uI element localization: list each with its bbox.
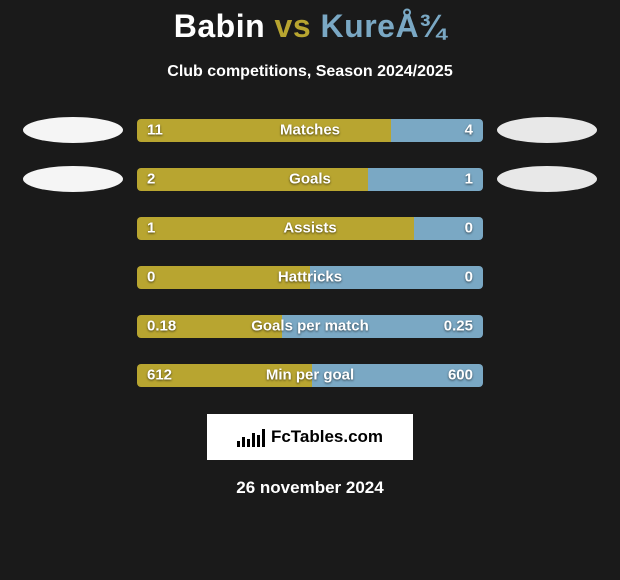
stat-row: 2 1 Goals xyxy=(0,166,620,192)
player1-name: Babin xyxy=(174,8,265,44)
player2-avatar-ellipse xyxy=(497,117,597,143)
stats-container: 11 4 Matches 2 1 Goals 1 0 Assists 0 0 Hattricks 0.1… xyxy=(0,117,620,388)
logo-bars-icon xyxy=(237,427,265,447)
logo: FcTables.com xyxy=(237,427,383,447)
stat-label: Goals per match xyxy=(251,318,369,335)
stat-value-right: 0.25 xyxy=(444,318,473,335)
stat-value-left: 11 xyxy=(147,122,163,139)
stat-row: 11 4 Matches xyxy=(0,117,620,143)
stat-value-left: 0 xyxy=(147,269,155,286)
logo-bar-segment xyxy=(262,429,265,447)
stat-bar: 0 0 Hattricks xyxy=(137,266,483,289)
stat-value-left: 1 xyxy=(147,220,155,237)
header: Babin vs KureÅ¾ Club competitions, Seaso… xyxy=(0,0,620,81)
stat-row: 612 600 Min per goal xyxy=(0,362,620,388)
logo-bar-segment xyxy=(247,439,250,447)
logo-box[interactable]: FcTables.com xyxy=(207,414,413,460)
date-line: 26 november 2024 xyxy=(0,478,620,498)
stat-bar: 612 600 Min per goal xyxy=(137,364,483,387)
subtitle: Club competitions, Season 2024/2025 xyxy=(0,63,620,81)
stat-value-left: 2 xyxy=(147,171,155,188)
stat-row: 0 0 Hattricks xyxy=(0,264,620,290)
stat-label: Hattricks xyxy=(278,269,342,286)
stat-bar-left xyxy=(137,168,368,191)
stat-bar: 1 0 Assists xyxy=(137,217,483,240)
logo-bar-segment xyxy=(242,437,245,447)
player1-avatar-ellipse xyxy=(23,166,123,192)
player1-avatar-ellipse xyxy=(23,117,123,143)
stat-value-left: 612 xyxy=(147,367,172,384)
stat-value-left: 0.18 xyxy=(147,318,176,335)
stat-bar: 11 4 Matches xyxy=(137,119,483,142)
player2-name: KureÅ¾ xyxy=(321,8,447,44)
player2-avatar-ellipse xyxy=(497,166,597,192)
stat-bar: 2 1 Goals xyxy=(137,168,483,191)
stat-label: Matches xyxy=(280,122,340,139)
stat-bar-left xyxy=(137,217,414,240)
stat-value-right: 1 xyxy=(465,171,473,188)
logo-bar-segment xyxy=(237,441,240,447)
stat-value-right: 0 xyxy=(465,269,473,286)
page-title: Babin vs KureÅ¾ xyxy=(0,8,620,45)
stat-bar-left xyxy=(137,119,391,142)
stat-value-right: 4 xyxy=(465,122,473,139)
stat-row: 0.18 0.25 Goals per match xyxy=(0,313,620,339)
logo-bar-segment xyxy=(257,435,260,447)
vs-separator: vs xyxy=(275,8,312,44)
stat-value-right: 600 xyxy=(448,367,473,384)
stat-bar: 0.18 0.25 Goals per match xyxy=(137,315,483,338)
logo-text: FcTables.com xyxy=(271,427,383,447)
stat-label: Min per goal xyxy=(266,367,354,384)
logo-bar-segment xyxy=(252,433,255,447)
stat-label: Assists xyxy=(283,220,336,237)
stat-value-right: 0 xyxy=(465,220,473,237)
stat-label: Goals xyxy=(289,171,331,188)
stat-row: 1 0 Assists xyxy=(0,215,620,241)
